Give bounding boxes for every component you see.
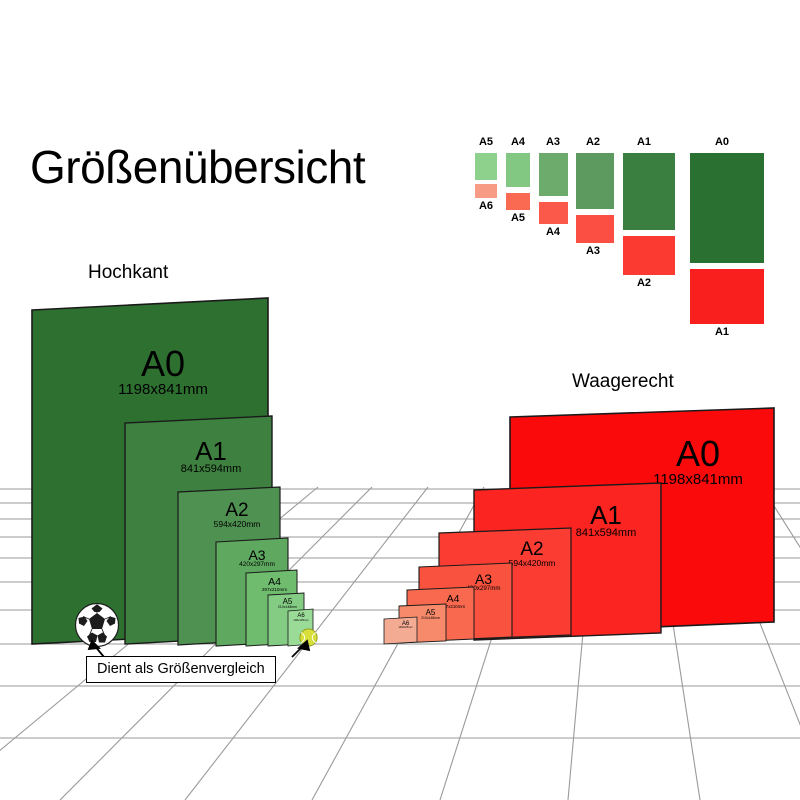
legend-landscape-label-a4: A4: [545, 226, 561, 238]
legend-portrait-swatch-a3: [539, 153, 568, 196]
legend: A5 A6 A4 A5 A3 A4 A2 A3 A1 A2 A0 A1: [466, 136, 796, 366]
legend-landscape-swatch-a5: [506, 193, 530, 210]
legend-portrait-label-a3: A3: [545, 136, 561, 148]
legend-portrait-swatch-a4: [506, 153, 530, 187]
legend-landscape-swatch-a2: [623, 236, 675, 275]
tennis-ball: [299, 628, 318, 647]
legend-landscape-label-a3: A3: [585, 245, 601, 257]
size-comparison-callout: Dient als Größenvergleich: [86, 656, 276, 683]
legend-landscape-swatch-a1: [690, 269, 764, 324]
legend-landscape-swatch-a6: [475, 184, 497, 198]
legend-portrait-swatch-a1: [623, 153, 675, 230]
legend-landscape-label-a1: A1: [714, 326, 730, 338]
legend-landscape-label-a2: A2: [636, 277, 652, 289]
legend-portrait-swatch-a2: [576, 153, 614, 209]
legend-portrait-label-a0: A0: [714, 136, 730, 148]
legend-portrait-swatch-a5: [475, 153, 497, 180]
legend-portrait-label-a5: A5: [478, 136, 494, 148]
legend-landscape-swatch-a3: [576, 215, 614, 243]
legend-portrait-label-a1: A1: [636, 136, 652, 148]
portrait-section-caption: Hochkant: [88, 262, 169, 283]
page-title: Größenübersicht: [30, 141, 366, 193]
legend-landscape-swatch-a4: [539, 202, 568, 224]
legend-portrait-label-a2: A2: [585, 136, 601, 148]
legend-portrait-swatch-a0: [690, 153, 764, 263]
legend-portrait-label-a4: A4: [510, 136, 526, 148]
legend-landscape-label-a5: A5: [510, 212, 526, 224]
legend-landscape-label-a6: A6: [478, 200, 494, 212]
soccer-ball: [74, 602, 120, 648]
landscape-section-caption: Waagerecht: [572, 371, 674, 392]
